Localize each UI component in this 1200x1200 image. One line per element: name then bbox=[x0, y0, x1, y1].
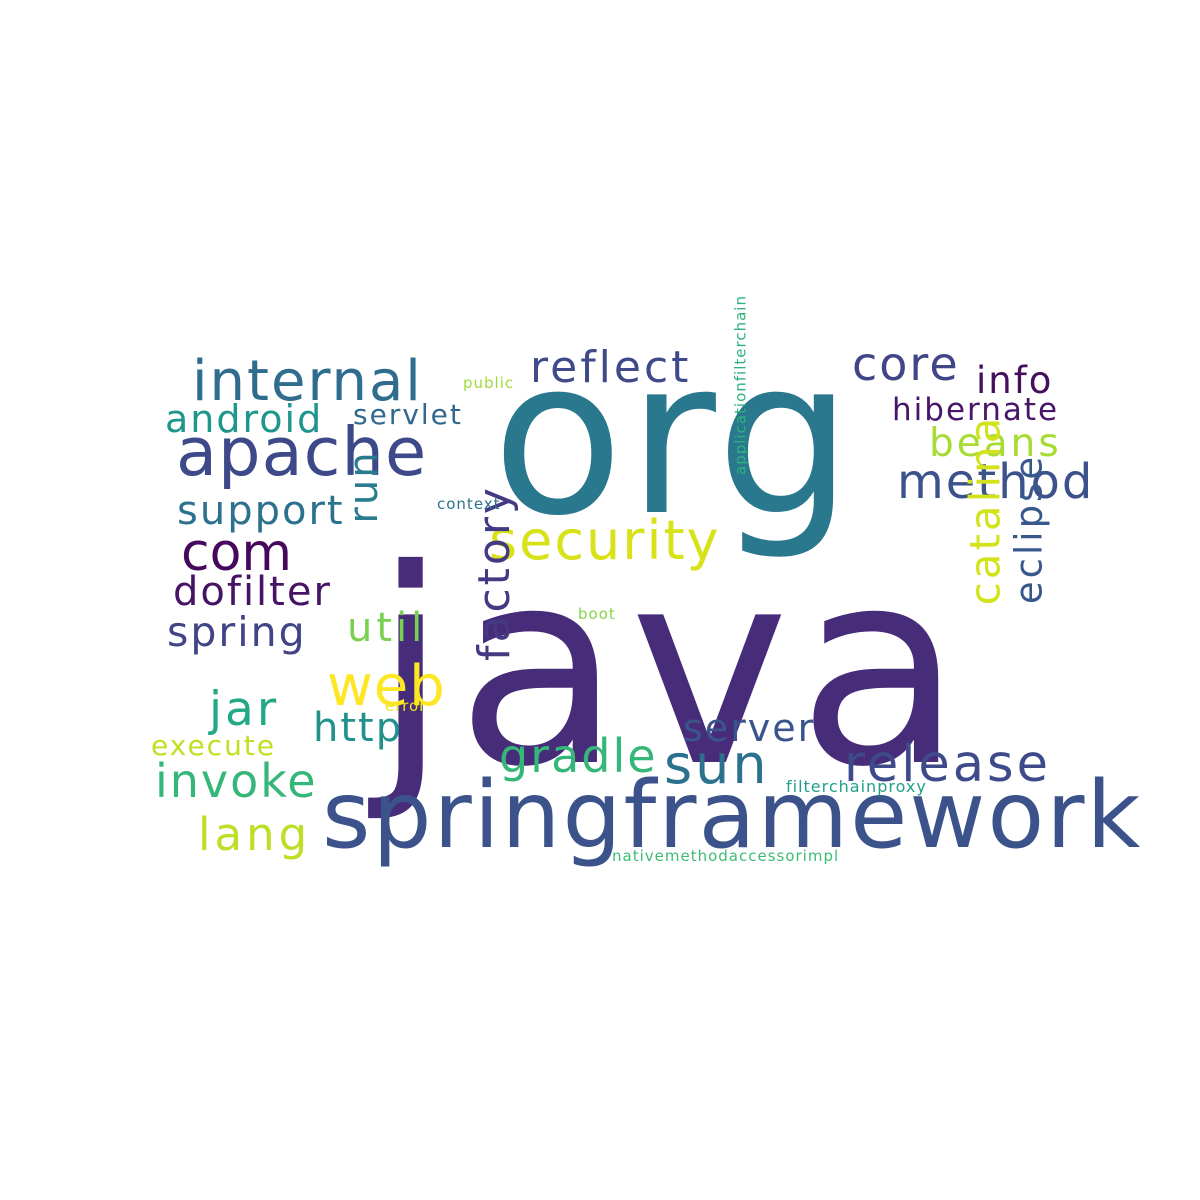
word-servlet: servlet bbox=[353, 398, 463, 431]
word-reflect: reflect bbox=[530, 342, 691, 393]
word-web: web bbox=[327, 654, 446, 719]
word-java: java bbox=[365, 511, 971, 826]
word-http: http bbox=[313, 705, 403, 751]
word-catalina: catalina bbox=[961, 415, 1010, 606]
word-context: context bbox=[437, 495, 501, 513]
word-core: core bbox=[852, 337, 960, 391]
word-applicationfilterchain: applicationfilterchain bbox=[732, 295, 750, 475]
word-boot: boot bbox=[578, 605, 616, 623]
word-hibernate: hibernate bbox=[892, 392, 1059, 428]
word-info: info bbox=[976, 359, 1053, 402]
word-org: org bbox=[492, 312, 857, 563]
word-release: release bbox=[844, 735, 1051, 794]
word-jar: jar bbox=[208, 682, 279, 737]
word-apache: apache bbox=[176, 413, 427, 491]
word-android: android bbox=[165, 397, 323, 441]
word-spring: spring bbox=[167, 608, 307, 656]
word-invoke: invoke bbox=[155, 754, 318, 808]
word-run: run bbox=[341, 450, 387, 523]
word-execute: execute bbox=[151, 729, 276, 762]
word-util: util bbox=[347, 605, 426, 651]
word-factory: factory bbox=[469, 485, 520, 661]
word-eclipse: eclipse bbox=[1008, 454, 1051, 604]
word-dofilter: dofilter bbox=[173, 569, 332, 615]
word-filterchainproxy: filterchainproxy bbox=[786, 777, 927, 796]
word-security: security bbox=[489, 509, 721, 572]
word-sun: sun bbox=[664, 733, 770, 796]
word-com: com bbox=[181, 523, 292, 583]
word-public: public bbox=[463, 374, 514, 392]
word-beans: beans bbox=[929, 421, 1062, 466]
word-server: server bbox=[683, 706, 815, 750]
word-nativemethodaccessorimpl: nativemethodaccessorimpl bbox=[612, 847, 839, 865]
word-method: method bbox=[897, 454, 1094, 510]
word-internal: internal bbox=[192, 349, 423, 414]
word-gradle: gradle bbox=[499, 729, 658, 783]
word-springframework: springframework bbox=[322, 761, 1142, 869]
word-error: error bbox=[385, 697, 426, 715]
word-support: support bbox=[177, 488, 345, 534]
word-lang: lang bbox=[198, 808, 311, 861]
